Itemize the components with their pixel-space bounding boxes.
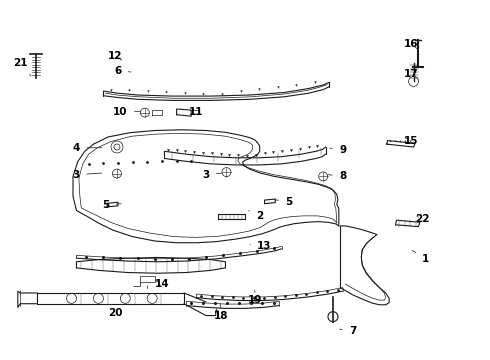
- Text: 1: 1: [412, 250, 429, 264]
- Text: 9: 9: [330, 144, 346, 154]
- Text: 21: 21: [13, 58, 31, 76]
- Text: 16: 16: [404, 39, 418, 49]
- Text: 15: 15: [404, 136, 418, 145]
- Text: 11: 11: [189, 107, 203, 117]
- Text: 2: 2: [249, 211, 263, 221]
- Text: 3: 3: [73, 170, 101, 180]
- Text: 5: 5: [274, 197, 293, 207]
- Text: 8: 8: [328, 171, 346, 181]
- Text: 17: 17: [404, 69, 418, 79]
- Text: 10: 10: [113, 107, 141, 117]
- Text: 4: 4: [73, 143, 101, 153]
- Text: 18: 18: [213, 304, 228, 320]
- Text: 5: 5: [102, 200, 121, 210]
- Text: 13: 13: [250, 241, 272, 251]
- Text: 22: 22: [415, 215, 429, 224]
- Text: 20: 20: [108, 304, 125, 318]
- Text: 19: 19: [247, 291, 262, 305]
- Text: 3: 3: [202, 170, 221, 180]
- Text: 6: 6: [114, 66, 131, 76]
- Text: 14: 14: [155, 279, 169, 289]
- Text: 7: 7: [340, 325, 356, 336]
- Text: 12: 12: [108, 51, 123, 61]
